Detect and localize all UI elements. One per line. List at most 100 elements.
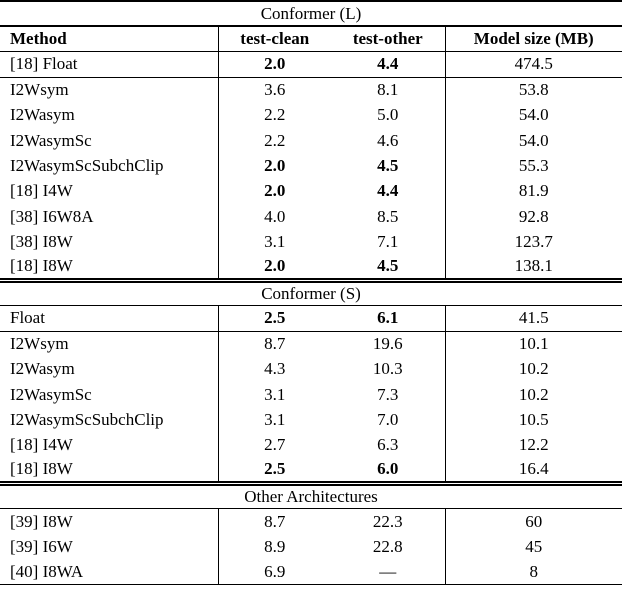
method-cell: [18] I8W	[0, 254, 218, 283]
model-size-cell: 54.0	[444, 102, 622, 128]
table-row: [38] I8W 3.1 7.1 123.7	[0, 229, 622, 255]
test-clean-cell: 2.0	[217, 254, 331, 283]
section-title: Conformer (S)	[0, 280, 622, 307]
section-row: Conformer (S)	[0, 280, 622, 307]
test-other-cell: 5.0	[377, 105, 399, 125]
table-row: [18] Float 2.0 4.4 474.5	[0, 51, 622, 78]
test-other-cell: 19.6	[372, 334, 403, 354]
model-size-cell: 10.5	[444, 407, 622, 433]
section-title: Conformer (L)	[0, 1, 622, 28]
table-row: [39] I8W 8.7 22.3 60	[0, 508, 622, 535]
method-cell: [38] I6W8A	[10, 206, 94, 226]
model-size-cell: 92.8	[444, 204, 622, 230]
test-other-cell: 8.1	[377, 80, 399, 100]
model-size-cell: 60	[444, 508, 622, 535]
table-row: I2Wsym 3.6 8.1 53.8	[0, 77, 622, 103]
section-row: Other Architectures	[0, 483, 622, 510]
table-row: [18] I8W 2.0 4.5 138.1	[0, 254, 622, 283]
model-size-cell: 55.3	[444, 153, 622, 179]
method-cell: I2WasymSc	[10, 130, 92, 150]
method-cell: I2WasymScSubchClip	[10, 409, 164, 429]
test-other-cell: 7.3	[377, 384, 399, 404]
col-header-test-clean: test-clean	[217, 26, 331, 53]
test-other-cell: 7.1	[377, 232, 399, 252]
table-row: I2WasymScSubchClip 2.0 4.5 55.3	[0, 153, 622, 179]
test-clean-cell: 2.7	[217, 432, 331, 459]
model-size-cell: 53.8	[444, 77, 622, 103]
table-row: Float 2.5 6.1 41.5	[0, 305, 622, 332]
model-size-cell: 45	[444, 534, 622, 560]
test-clean-cell: 8.7	[217, 508, 331, 535]
test-clean-cell: 2.5	[217, 305, 331, 332]
model-size-cell: 81.9	[444, 178, 622, 205]
test-other-cell: 6.1	[331, 305, 445, 332]
method-cell: I2WasymScSubchClip	[10, 156, 164, 176]
table-row: I2WasymScSubchClip 3.1 7.0 10.5	[0, 407, 622, 433]
method-cell: [38] I8W	[10, 232, 73, 252]
table-row: [38] I6W8A 4.0 8.5 92.8	[0, 204, 622, 230]
test-clean-cell: 2.0	[217, 153, 331, 179]
test-clean-cell: 4.3	[217, 356, 331, 382]
model-size-cell: 123.7	[444, 229, 622, 255]
test-clean-cell: 6.9	[217, 559, 331, 586]
test-clean-cell: 3.1	[217, 229, 331, 255]
model-size-cell: 41.5	[444, 305, 622, 332]
table-row: I2WasymSc 3.1 7.3 10.2	[0, 381, 622, 408]
table-row: [18] I4W 2.0 4.4 81.9	[0, 178, 622, 205]
test-other-cell: 22.3	[372, 511, 403, 531]
method-cell: I2Wasym	[10, 359, 75, 379]
method-cell: I2WasymSc	[10, 384, 92, 404]
table-row: [39] I6W 8.9 22.8 45	[0, 534, 622, 560]
method-cell: I2Wsym	[10, 80, 69, 100]
method-cell: [18] Float	[0, 51, 218, 78]
model-size-cell: 10.2	[444, 356, 622, 382]
model-size-cell: 12.2	[444, 432, 622, 459]
column-header-row: Method test-clean test-other Model size (MB…	[0, 26, 622, 53]
test-other-cell: 10.3	[372, 359, 403, 379]
table-row: [40] I8WA 6.9—8	[0, 559, 622, 586]
method-cell: I2Wasym	[10, 105, 75, 125]
test-other-cell: 7.0	[377, 409, 399, 429]
method-cell: [18] I8W	[0, 458, 218, 486]
table-row: I2Wasym 2.2 5.0 54.0	[0, 102, 622, 128]
method-cell: [39] I8W	[10, 511, 73, 531]
test-clean-cell: 8.7	[217, 331, 331, 357]
col-header-method: Method	[0, 26, 218, 53]
method-cell: I2Wsym	[10, 334, 69, 354]
results-table: Conformer (L) Method test-clean test-other M…	[0, 0, 622, 586]
results-table-body: Conformer (L) Method test-clean test-other M…	[0, 1, 622, 586]
model-size-cell: 138.1	[444, 254, 622, 283]
test-clean-cell: 3.1	[217, 381, 331, 408]
test-other-cell: 6.0	[331, 458, 445, 486]
test-clean-cell: 2.0	[217, 51, 331, 78]
table-row: I2WasymSc 2.2 4.6 54.0	[0, 127, 622, 154]
method-cell: [39] I6W	[10, 536, 73, 556]
table-row: [18] I4W 2.7 6.3 12.2	[0, 432, 622, 459]
test-clean-cell: 2.0	[217, 178, 331, 205]
table-row: I2Wasym 4.3 10.3 10.2	[0, 356, 622, 382]
model-size-cell: 16.4	[444, 458, 622, 486]
test-other-cell: 4.4	[377, 181, 399, 201]
test-clean-cell: 2.2	[217, 127, 331, 154]
col-header-test-other: test-other	[331, 26, 445, 53]
model-size-cell: 8	[444, 559, 622, 586]
method-cell: [18] I4W	[10, 435, 73, 455]
test-other-cell: 22.8	[372, 536, 403, 556]
model-size-cell: 54.0	[444, 127, 622, 154]
test-other-cell: 8.5	[377, 206, 399, 226]
method-cell: [40] I8WA	[0, 559, 218, 586]
test-clean-cell: 8.9	[217, 534, 331, 560]
test-other-cell: 4.6	[377, 130, 399, 150]
method-cell: [18] I4W	[10, 181, 73, 201]
model-size-cell: 10.1	[444, 331, 622, 357]
test-other-cell: 4.4	[331, 51, 445, 78]
test-clean-cell: 2.2	[217, 102, 331, 128]
test-other-cell: 6.3	[377, 435, 399, 455]
test-other-cell: —	[331, 559, 445, 586]
col-header-model-size: Model size (MB)	[444, 26, 622, 53]
section-title: Other Architectures	[0, 483, 622, 510]
test-other-cell: 4.5	[377, 156, 399, 176]
test-clean-cell: 2.5	[217, 458, 331, 486]
table-row: I2Wsym 8.7 19.6 10.1	[0, 331, 622, 357]
test-clean-cell: 3.1	[217, 407, 331, 433]
